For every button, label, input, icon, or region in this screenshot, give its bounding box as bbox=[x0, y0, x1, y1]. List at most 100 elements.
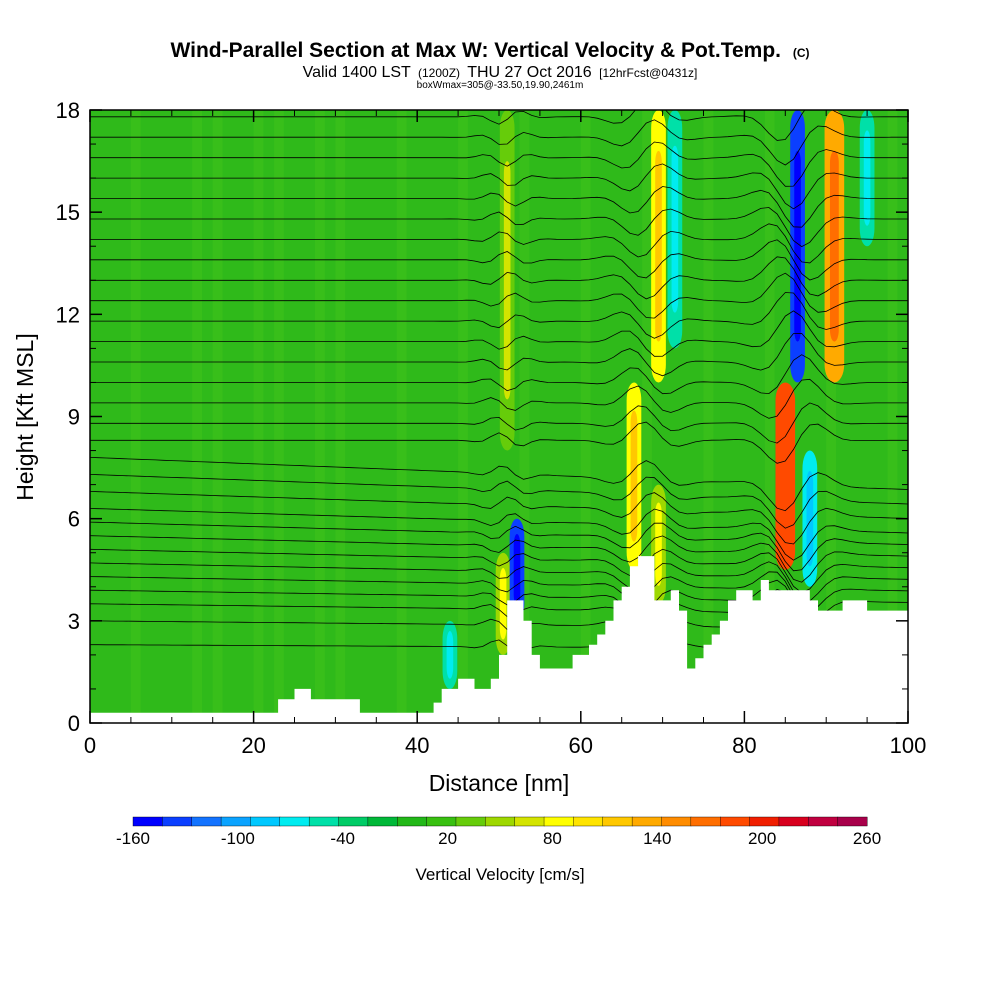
y-tick-label: 3 bbox=[68, 609, 80, 634]
y-tick-label: 6 bbox=[68, 507, 80, 532]
isentrope-line bbox=[90, 186, 908, 228]
colorbar-swatch bbox=[808, 816, 839, 827]
isentrope-line bbox=[90, 579, 908, 622]
isentrope-line bbox=[90, 402, 908, 444]
isentrope-line bbox=[90, 310, 908, 357]
y-axis-label: Height [Kft MSL] bbox=[12, 333, 38, 500]
colorbar-swatch bbox=[837, 816, 868, 827]
isentrope-line bbox=[90, 548, 908, 594]
colorbar-tick-label: 20 bbox=[438, 829, 457, 848]
subtitle-fcst: [12hrFcst@0431z] bbox=[599, 66, 697, 80]
subtitle-valid: Valid 1400 LST bbox=[303, 64, 411, 81]
velocity-cell-core bbox=[499, 568, 507, 640]
colorbar-tick-label: -160 bbox=[116, 829, 150, 848]
isentrope-line bbox=[90, 292, 908, 339]
colorbar-tick-label: -40 bbox=[330, 829, 355, 848]
colorbar-swatch bbox=[749, 816, 780, 827]
velocity-cell-core bbox=[794, 150, 801, 342]
colorbar-swatch bbox=[132, 816, 163, 827]
velocity-cell-core bbox=[829, 150, 839, 342]
isentrope-line bbox=[90, 535, 908, 583]
isentrope-line bbox=[90, 421, 908, 464]
background-stripe bbox=[703, 110, 714, 723]
colorbar-label: Vertical Velocity [cm/s] bbox=[415, 865, 584, 884]
chart-axes: 0 20 40 60 80 100 0 3 6 9 12 15 18 bbox=[56, 98, 927, 758]
isentrope-line bbox=[90, 457, 908, 512]
y-tick-label: 18 bbox=[56, 98, 80, 123]
velocity-cell-core bbox=[655, 150, 662, 342]
x-axis-label: Distance [nm] bbox=[429, 770, 570, 796]
y-tick-label: 15 bbox=[56, 200, 80, 225]
background-stripe bbox=[192, 110, 203, 723]
y-tick-label: 12 bbox=[56, 302, 80, 327]
colorbar-tick-label: -100 bbox=[221, 829, 255, 848]
isentrope-line bbox=[90, 163, 908, 210]
background-stripes bbox=[130, 110, 898, 723]
background-stripe bbox=[253, 110, 264, 723]
colorbar-swatch bbox=[162, 816, 193, 827]
colorbar-swatch bbox=[602, 816, 633, 827]
terrain-mask bbox=[90, 556, 908, 723]
plot-area bbox=[90, 110, 908, 723]
velocity-cell-core bbox=[806, 470, 814, 567]
isentrope-line bbox=[90, 332, 908, 377]
velocity-cell-core bbox=[630, 410, 638, 542]
isentrope-line bbox=[90, 223, 908, 264]
isentrope-line bbox=[90, 239, 908, 281]
isentrope-line bbox=[90, 354, 908, 395]
velocity-cells bbox=[442, 110, 875, 689]
colorbar-swatch bbox=[514, 816, 545, 827]
background-stripe bbox=[458, 110, 468, 723]
isentrope-lines bbox=[90, 110, 908, 667]
isentrope-line bbox=[90, 207, 908, 248]
x-tick-label: 0 bbox=[84, 733, 96, 758]
colorbar-tick-label: 140 bbox=[643, 829, 671, 848]
colorbar-tick-label: 260 bbox=[853, 829, 881, 848]
background-stripe bbox=[887, 110, 898, 723]
background-stripe bbox=[642, 110, 652, 723]
background-stripe bbox=[130, 110, 141, 723]
background-stripe bbox=[580, 110, 591, 723]
colorbar: -160 -100 -40 20 80 140 200 260 bbox=[116, 816, 881, 848]
velocity-cell-core bbox=[503, 161, 511, 400]
velocity-cell-core bbox=[780, 410, 790, 542]
chart-title: Wind-Parallel Section at Max W: Vertical… bbox=[170, 39, 809, 62]
background-stripe bbox=[519, 110, 530, 723]
colorbar-swatch bbox=[455, 816, 486, 827]
isentrope-line bbox=[90, 561, 908, 602]
isentrope-line bbox=[90, 119, 908, 166]
colorbar-swatch bbox=[426, 816, 457, 827]
background-stripe bbox=[314, 110, 325, 723]
title-text: Wind-Parallel Section at Max W: Vertical… bbox=[170, 39, 781, 62]
colorbar-swatch bbox=[631, 816, 662, 827]
colorbar-tick-label: 80 bbox=[543, 829, 562, 848]
x-tick-label: 100 bbox=[890, 733, 927, 758]
colorbar-swatch bbox=[397, 816, 428, 827]
isentrope-line bbox=[90, 256, 908, 300]
isentrope-line bbox=[90, 474, 908, 529]
background-stripe bbox=[396, 110, 407, 723]
subtitle-date: THU 27 Oct 2016 bbox=[467, 64, 592, 81]
background-stripe bbox=[335, 110, 346, 723]
isentrope-line bbox=[90, 521, 908, 572]
colorbar-tick-label: 200 bbox=[748, 829, 776, 848]
colorbar-swatch bbox=[720, 816, 751, 827]
y-tick-label: 0 bbox=[68, 711, 80, 736]
velocity-cell-core bbox=[655, 502, 662, 586]
colorbar-swatch bbox=[485, 816, 516, 827]
velocity-cell-core bbox=[446, 631, 454, 679]
background-stripe bbox=[274, 110, 284, 723]
isentrope-line bbox=[90, 110, 908, 141]
colorbar-swatch bbox=[191, 816, 222, 827]
isentrope-line bbox=[90, 141, 908, 187]
colorbar-swatch bbox=[573, 816, 604, 827]
isentrope-line bbox=[90, 378, 908, 419]
x-tick-label: 40 bbox=[405, 733, 429, 758]
subtitle-utc: (1200Z) bbox=[418, 66, 460, 80]
colorbar-swatch bbox=[338, 816, 369, 827]
x-tick-label: 60 bbox=[569, 733, 593, 758]
colorbar-swatch bbox=[220, 816, 251, 827]
chart-subtitle: Valid 1400 LST (1200Z) THU 27 Oct 2016 [… bbox=[303, 64, 698, 81]
colorbar-swatch bbox=[250, 816, 281, 827]
